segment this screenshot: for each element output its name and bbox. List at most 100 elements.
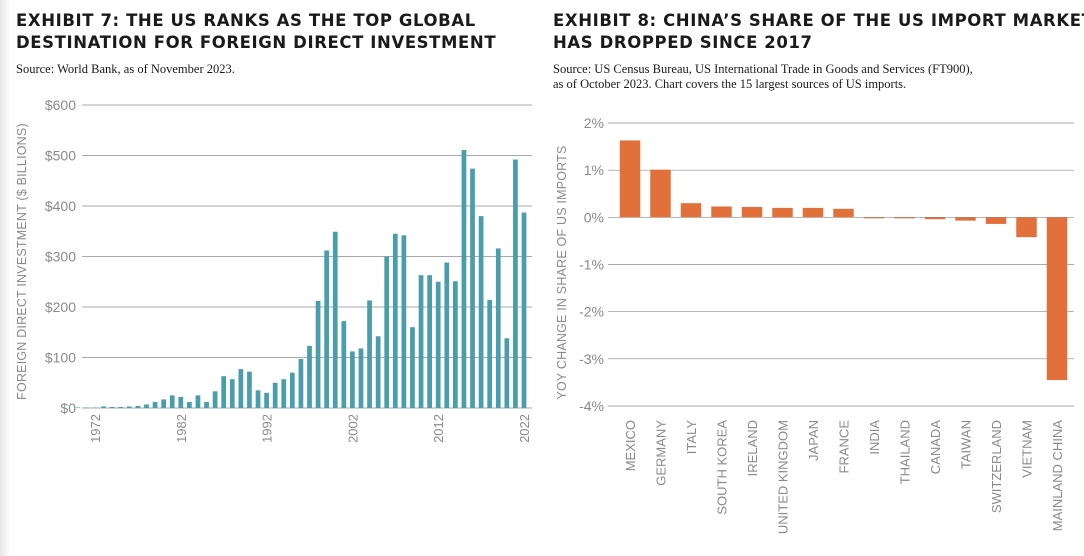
fdi-bar xyxy=(461,149,467,408)
fdi-bar xyxy=(135,405,141,408)
y-tick-label: $600 xyxy=(45,97,76,113)
fdi-bar xyxy=(289,372,295,408)
y-tick-label: -1% xyxy=(579,257,604,273)
page-edge-shadow xyxy=(0,0,10,556)
fdi-bar xyxy=(187,401,192,408)
fdi-bar xyxy=(152,401,158,408)
x-tick-label: 2002 xyxy=(345,414,360,443)
x-tick-label: 1992 xyxy=(260,414,275,443)
exhibit-7-title: EXHIBIT 7: THE US RANKS AS THE TOP GLOBA… xyxy=(16,10,496,54)
y-tick-label: 2% xyxy=(584,115,604,131)
x-tick-label: VIETNAM xyxy=(1020,420,1035,478)
fdi-bar xyxy=(410,327,415,408)
import-share-bar xyxy=(650,169,671,218)
import-share-bar xyxy=(1016,217,1037,238)
exhibit-7-title-line-2: DESTINATION FOR FOREIGN DIRECT INVESTMEN… xyxy=(16,33,497,52)
fdi-bar xyxy=(324,250,330,408)
x-tick-label: UNITED KINGDOM xyxy=(776,420,791,534)
fdi-bar xyxy=(247,371,252,408)
fdi-bar xyxy=(101,406,106,408)
fdi-bar xyxy=(126,406,132,408)
exhibit-8-source-line-1: Source: US Census Bureau, US Internation… xyxy=(553,62,973,76)
import-share-bar xyxy=(802,207,824,218)
fdi-bar xyxy=(367,300,372,408)
x-tick-label: MAINLAND CHINA xyxy=(1050,420,1065,532)
fdi-bar xyxy=(435,281,441,408)
x-tick-label: MEXICO xyxy=(623,420,638,471)
fdi-bar xyxy=(144,404,149,408)
y-tick-label: $300 xyxy=(45,249,76,265)
fdi-bar xyxy=(384,256,390,408)
fdi-bar xyxy=(195,395,201,408)
x-tick-label: 2022 xyxy=(517,414,532,443)
fdi-bar xyxy=(418,275,424,408)
fdi-bar xyxy=(521,212,527,408)
fdi-bar xyxy=(204,401,209,408)
y-tick-label: -3% xyxy=(579,351,604,367)
y-tick-label: 1% xyxy=(584,162,604,178)
x-tick-label: 2012 xyxy=(431,414,446,443)
import-share-bar xyxy=(955,217,976,221)
y-tick-label: $500 xyxy=(45,148,76,164)
y-tick-label: $200 xyxy=(45,299,76,315)
fdi-bar xyxy=(375,336,381,408)
x-tick-label: IRELAND xyxy=(745,420,760,476)
import-share-bar xyxy=(680,203,702,218)
fdi-bar xyxy=(427,275,432,408)
x-tick-label: ITALY xyxy=(684,420,699,455)
x-tick-label: SWITZERLAND xyxy=(989,420,1004,513)
fdi-bar xyxy=(178,396,184,408)
x-tick-label: 1982 xyxy=(174,414,189,443)
fdi-bar xyxy=(272,382,278,408)
fdi-bar xyxy=(444,262,450,408)
fdi-bar xyxy=(513,159,518,408)
fdi-bar xyxy=(229,379,235,408)
fdi-bar xyxy=(221,376,227,408)
y-tick-label: -4% xyxy=(579,398,604,414)
fdi-bar xyxy=(341,321,347,408)
fdi-bar xyxy=(495,248,501,408)
fdi-bar xyxy=(478,216,484,408)
import-share-bar xyxy=(863,217,885,219)
x-tick-label: GERMANY xyxy=(654,420,669,486)
fdi-bar xyxy=(307,345,312,408)
fdi-bar xyxy=(504,338,510,408)
fdi-bar xyxy=(92,407,98,408)
y-tick-label: $100 xyxy=(45,350,76,366)
y-axis-title: FOREIGN DIRECT INVESTMENT ($ BILLIONS) xyxy=(15,123,29,400)
x-tick-label: THAILAND xyxy=(898,420,913,484)
import-share-bar xyxy=(924,217,946,220)
exhibit-8-title: EXHIBIT 8: CHINA’S SHARE OF THE US IMPOR… xyxy=(553,10,1084,54)
fdi-bar xyxy=(315,300,321,408)
fdi-bar xyxy=(109,406,115,408)
fdi-bar xyxy=(487,299,493,408)
x-tick-label: CANADA xyxy=(928,420,943,475)
import-share-bar xyxy=(772,207,793,218)
exhibit-8-title-line-2: HAS DROPPED SINCE 2017 xyxy=(553,33,813,52)
exhibit-7-source: Source: World Bank, as of November 2023. xyxy=(16,62,235,77)
import-share-bar xyxy=(894,217,915,219)
fdi-bar xyxy=(212,391,218,408)
y-tick-label: $400 xyxy=(45,198,76,214)
fdi-bar xyxy=(332,231,338,408)
x-tick-label: SOUTH KOREA xyxy=(715,420,730,515)
y-tick-label: $0 xyxy=(60,400,76,416)
y-tick-label: 0% xyxy=(584,209,604,225)
fdi-bar xyxy=(169,395,175,408)
y-axis-title: YOY CHANGE IN SHARE OF US IMPORTS xyxy=(555,145,569,399)
fdi-bar xyxy=(281,379,287,408)
import-share-bar xyxy=(1046,217,1068,381)
import-share-bar xyxy=(619,140,641,218)
fdi-bar xyxy=(298,359,304,408)
fdi-bar xyxy=(75,407,81,408)
fdi-bar xyxy=(453,281,458,408)
exhibit-7-source-text: Source: World Bank, as of November 2023. xyxy=(16,62,235,76)
x-tick-label: FRANCE xyxy=(837,420,852,474)
x-tick-label: JAPAN xyxy=(806,420,821,461)
exhibit-7-title-line-1: EXHIBIT 7: THE US RANKS AS THE TOP GLOBA… xyxy=(16,11,476,30)
import-share-bar xyxy=(741,206,763,218)
import-share-bar xyxy=(711,206,732,218)
exhibit-8-title-line-1: EXHIBIT 8: CHINA’S SHARE OF THE US IMPOR… xyxy=(553,11,1084,30)
fdi-bar xyxy=(470,168,475,408)
